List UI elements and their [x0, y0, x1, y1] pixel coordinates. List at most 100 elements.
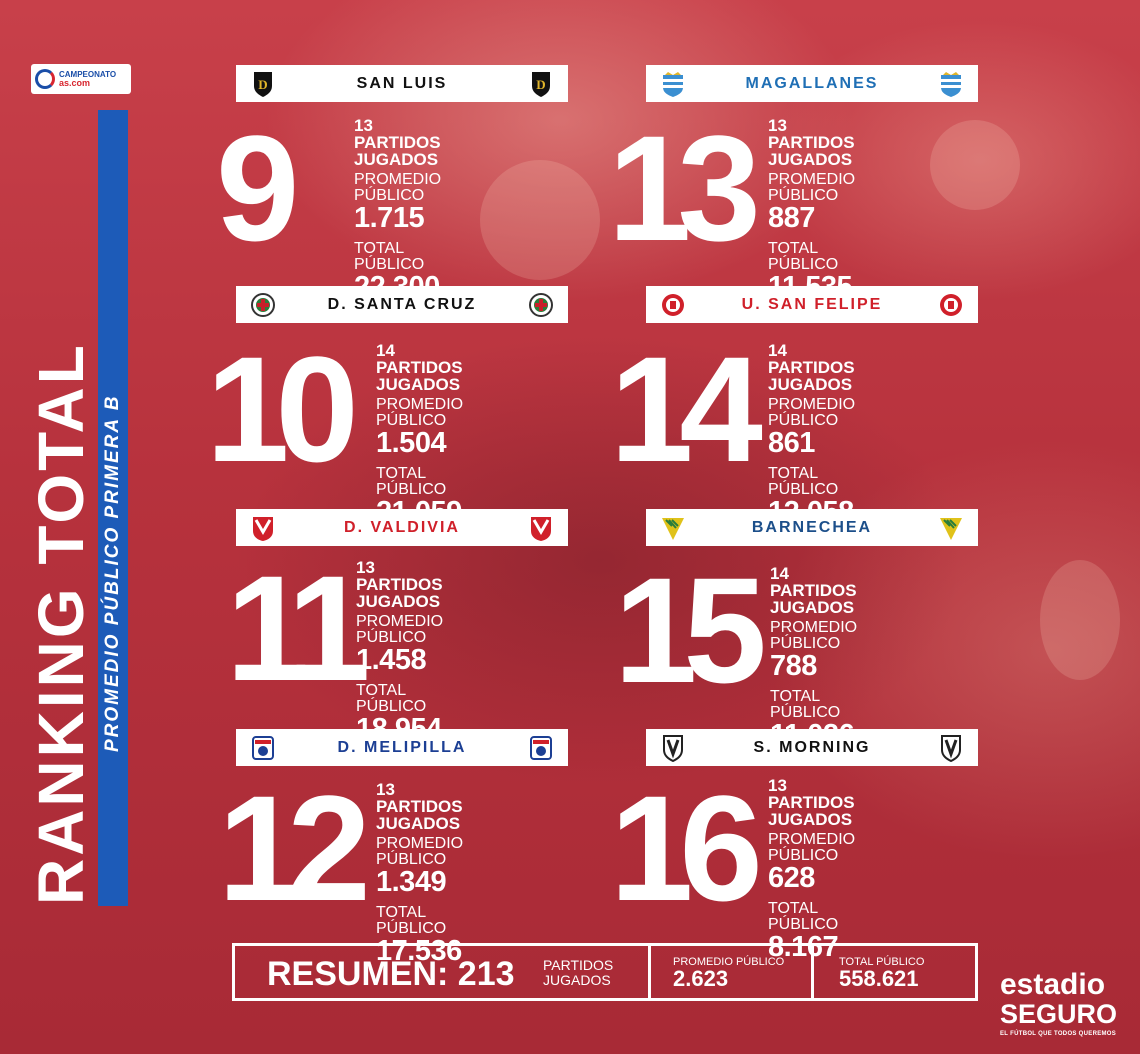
rank-number: 13	[608, 104, 761, 272]
average-label: PROMEDIO PÚBLICO	[768, 831, 856, 864]
team-stats: 14 PARTIDOS JUGADOS PROMEDIO PÚBLICO 1.5…	[376, 342, 463, 527]
summary-played-line1: PARTIDOS	[543, 957, 614, 973]
average-value: 788	[770, 650, 817, 682]
san-luis-crest-icon: D	[250, 70, 276, 98]
average-label: PROMEDIO PÚBLICO	[356, 613, 444, 646]
summary-total-label: TOTAL PÚBLICO	[839, 956, 925, 968]
estadio-seguro-logo: estadio SEGURO EL FÚTBOL QUE TODOS QUERE…	[1000, 968, 1118, 1038]
rank-number: 16	[610, 764, 763, 932]
brand-line2: SEGURO	[1000, 999, 1118, 1029]
team-stats: 13 PARTIDOS JUGADOS PROMEDIO PÚBLICO 628…	[768, 777, 855, 962]
average-label: PROMEDIO PÚBLICO	[376, 835, 464, 868]
total-label: TOTAL PÚBLICO	[356, 682, 427, 715]
summary-average-value: 2.623	[673, 966, 729, 991]
rank-number: 14	[610, 325, 763, 493]
average-label: PROMEDIO PÚBLICO	[376, 396, 464, 429]
santa-cruz-crest-icon	[250, 291, 276, 319]
team-name-bar: D SAN LUIS D	[236, 65, 568, 102]
melipilla-crest-icon	[528, 734, 554, 762]
average-label: PROMEDIO PÚBLICO	[354, 171, 442, 204]
svg-text:D: D	[258, 77, 267, 92]
total-label: TOTAL PÚBLICO	[376, 465, 447, 498]
summary-played-label: PARTIDOS JUGADOS	[543, 958, 633, 988]
rank-number: 11	[226, 544, 371, 712]
brand-line1: estadio	[1000, 968, 1106, 1001]
competition-logo-icon	[35, 69, 55, 89]
subtitle-bar	[98, 110, 128, 906]
team-name-bar: D. VALDIVIA	[236, 509, 568, 546]
valdivia-crest-icon	[250, 514, 276, 542]
matches-played: 13 PARTIDOS JUGADOS	[376, 780, 463, 833]
team-name-bar: MAGALLANES	[646, 65, 978, 102]
average-label: PROMEDIO PÚBLICO	[768, 396, 856, 429]
santiago-morning-crest-icon	[938, 734, 964, 762]
team-stats: 13 PARTIDOS JUGADOS PROMEDIO PÚBLICO 1.4…	[356, 559, 443, 744]
team-stats: 14 PARTIDOS JUGADOS PROMEDIO PÚBLICO 788…	[770, 565, 857, 750]
team-name-bar: S. MORNING	[646, 729, 978, 766]
page-title: RANKING TOTAL	[25, 342, 97, 905]
matches-played: 13 PARTIDOS JUGADOS	[354, 116, 441, 169]
team-stats: 13 PARTIDOS JUGADOS PROMEDIO PÚBLICO 887…	[768, 117, 855, 302]
rank-number: 9	[216, 104, 300, 272]
total-label: TOTAL PÚBLICO	[770, 688, 841, 721]
brand-tagline: EL FÚTBOL QUE TODOS QUEREMOS	[1000, 1031, 1117, 1037]
rank-number: 10	[206, 325, 359, 493]
total-label: TOTAL PÚBLICO	[376, 904, 447, 937]
summary-played-line2: JUGADOS	[543, 972, 611, 988]
san-luis-crest-icon: D	[528, 70, 554, 98]
average-value: 861	[768, 427, 815, 459]
average-value: 1.349	[376, 866, 447, 898]
average-value: 1.715	[354, 202, 425, 234]
team-name: U. SAN FELIPE	[741, 295, 883, 313]
average-value: 1.504	[376, 427, 447, 459]
average-value: 1.458	[356, 644, 427, 676]
total-label: TOTAL PÚBLICO	[768, 465, 839, 498]
magallanes-crest-icon	[660, 70, 686, 98]
summary-average-label: PROMEDIO PÚBLICO	[673, 956, 785, 968]
team-name: BARNECHEA	[751, 518, 873, 536]
team-name-bar: BARNECHEA	[646, 509, 978, 546]
svg-text:D: D	[536, 77, 545, 92]
competition-logo-line1: CAMPEONATO	[59, 70, 117, 79]
matches-played: 13 PARTIDOS JUGADOS	[768, 776, 855, 829]
summary-total-value: 558.621	[839, 966, 919, 991]
rank-number: 15	[614, 546, 767, 714]
team-stats: 13 PARTIDOS JUGADOS PROMEDIO PÚBLICO 1.3…	[376, 781, 463, 966]
page-subtitle: PROMEDIO PÚBLICO PRIMERA B	[102, 394, 123, 752]
team-name-bar: D. MELIPILLA	[236, 729, 568, 766]
total-label: TOTAL PÚBLICO	[768, 240, 839, 273]
matches-played: 14 PARTIDOS JUGADOS	[768, 341, 855, 394]
santa-cruz-crest-icon	[528, 291, 554, 319]
background-blob	[1040, 560, 1120, 680]
barnechea-crest-icon	[938, 514, 964, 542]
total-value: 8.167	[768, 931, 839, 963]
rank-number: 12	[218, 764, 371, 932]
total-value: 17.536	[376, 935, 462, 967]
team-name: D. SANTA CRUZ	[327, 295, 477, 313]
matches-played: 14 PARTIDOS JUGADOS	[770, 564, 857, 617]
team-stats: 13 PARTIDOS JUGADOS PROMEDIO PÚBLICO 1.7…	[354, 117, 441, 302]
total-label: TOTAL PÚBLICO	[354, 240, 425, 273]
team-name: D. VALDIVIA	[344, 518, 460, 536]
background-blob	[480, 160, 600, 280]
team-name: SAN LUIS	[356, 74, 448, 92]
average-value: 887	[768, 202, 815, 234]
total-label: TOTAL PÚBLICO	[768, 900, 839, 933]
team-name: D. MELIPILLA	[337, 738, 467, 756]
san-felipe-crest-icon	[938, 291, 964, 319]
santiago-morning-crest-icon	[660, 734, 686, 762]
team-stats: 14 PARTIDOS JUGADOS PROMEDIO PÚBLICO 861…	[768, 342, 855, 527]
competition-logo: CAMPEONATO as.com	[31, 64, 131, 94]
melipilla-crest-icon	[250, 734, 276, 762]
barnechea-crest-icon	[660, 514, 686, 542]
matches-played: 13 PARTIDOS JUGADOS	[768, 116, 855, 169]
summary-label: RESUMEN: 213	[267, 955, 515, 993]
team-name-bar: D. SANTA CRUZ	[236, 286, 568, 323]
summary-total: TOTAL PÚBLICO 558.621	[839, 956, 924, 990]
valdivia-crest-icon	[528, 514, 554, 542]
summary-box: RESUMEN: 213 PARTIDOS JUGADOS PROMEDIO P…	[232, 943, 978, 1001]
average-label: PROMEDIO PÚBLICO	[768, 171, 856, 204]
summary-average: PROMEDIO PÚBLICO 2.623	[673, 956, 784, 990]
summary-divider	[648, 946, 651, 998]
matches-played: 14 PARTIDOS JUGADOS	[376, 341, 463, 394]
